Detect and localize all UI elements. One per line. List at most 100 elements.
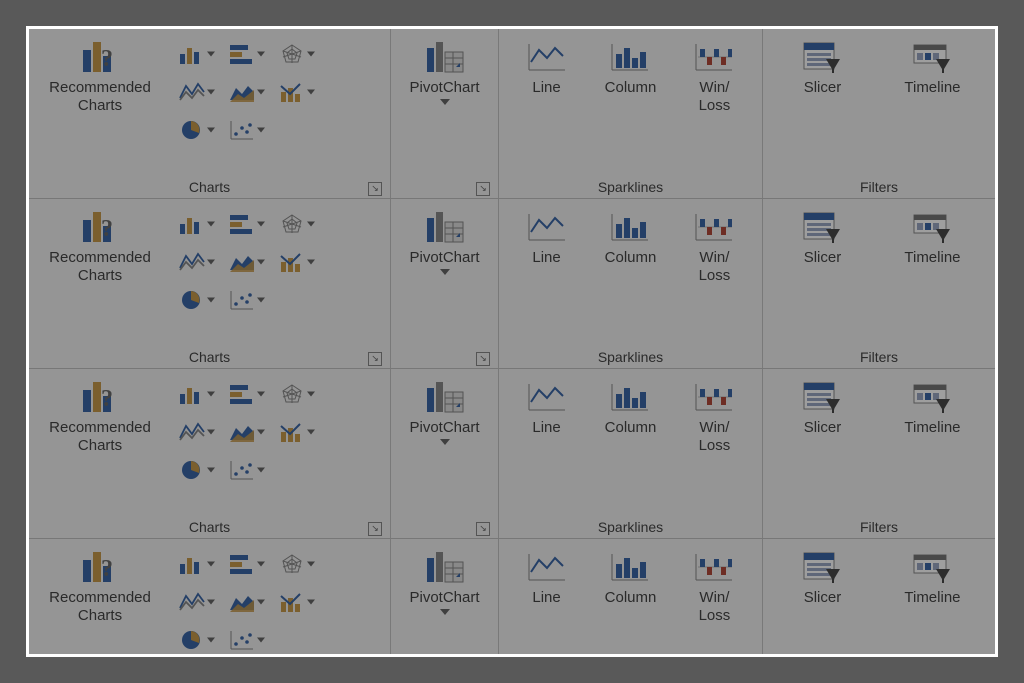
column-chart-button[interactable] <box>167 545 217 583</box>
slicer-label: Slicer <box>804 249 842 267</box>
column-chart-icon <box>178 212 206 236</box>
line-chart-button[interactable] <box>167 583 217 621</box>
chart-empty-cell <box>267 621 317 654</box>
sparkline-winloss-button[interactable]: Win/ Loss <box>683 35 745 117</box>
combo-chart-button[interactable] <box>267 73 317 111</box>
radar-chart-button[interactable] <box>267 375 317 413</box>
sparkline-column-button[interactable]: Column <box>599 35 663 99</box>
group-filters: Slicer T <box>763 29 995 198</box>
group-label-filters-text: Filters <box>860 519 898 535</box>
bar-chart-button[interactable] <box>217 375 267 413</box>
line-chart-button[interactable] <box>167 243 217 281</box>
pivotchart-button[interactable]: PivotChart <box>403 375 485 447</box>
line-chart-button[interactable] <box>167 413 217 451</box>
slicer-label: Slicer <box>804 589 842 607</box>
sparkline-winloss-icon <box>692 547 736 587</box>
sparkline-winloss-icon <box>692 377 736 417</box>
area-chart-button[interactable] <box>217 243 267 281</box>
group-sparklines: Line Col <box>499 539 763 654</box>
sparkline-winloss-button[interactable]: Win/ Loss <box>683 545 745 627</box>
charts-dialog-launcher[interactable]: ↘ <box>368 182 382 196</box>
combo-chart-icon <box>278 250 306 274</box>
timeline-button[interactable]: Timeline <box>898 205 966 269</box>
column-chart-icon <box>178 552 206 576</box>
recommended-charts-icon: ? <box>78 377 122 417</box>
timeline-label: Timeline <box>904 589 960 607</box>
sparkline-column-icon <box>608 37 652 77</box>
group-filters: Slicer T <box>763 369 995 538</box>
timeline-button[interactable]: Timeline <box>898 545 966 609</box>
sparkline-column-button[interactable]: Column <box>599 375 663 439</box>
pivotchart-dropdown-icon <box>440 609 450 615</box>
ribbon-rows: ? Recommended Charts <box>29 29 995 654</box>
timeline-button[interactable]: Timeline <box>898 35 966 99</box>
sparkline-line-button[interactable]: Line <box>516 375 578 439</box>
group-label-charts: Charts ↘ <box>35 516 384 538</box>
radar-chart-button[interactable] <box>267 545 317 583</box>
bar-chart-button[interactable] <box>217 205 267 243</box>
radar-chart-button[interactable] <box>267 205 317 243</box>
recommended-charts-button[interactable]: ? Recommended Charts <box>35 545 165 627</box>
slicer-button[interactable]: Slicer <box>791 205 853 269</box>
slicer-button[interactable]: Slicer <box>791 545 853 609</box>
slicer-button[interactable]: Slicer <box>791 35 853 99</box>
pie-chart-button[interactable] <box>167 621 217 654</box>
group-sparklines: Line Col <box>499 369 763 538</box>
recommended-charts-button[interactable]: ? Recommended Charts <box>35 375 165 457</box>
charts-dialog-launcher[interactable]: ↘ <box>368 352 382 366</box>
column-chart-button[interactable] <box>167 205 217 243</box>
radar-chart-button[interactable] <box>267 35 317 73</box>
combo-chart-button[interactable] <box>267 583 317 621</box>
group-label-filters: Filters <box>769 516 989 538</box>
slicer-button[interactable]: Slicer <box>791 375 853 439</box>
chart-empty-cell <box>267 281 317 319</box>
scatter-chart-button[interactable] <box>217 451 267 489</box>
timeline-button[interactable]: Timeline <box>898 375 966 439</box>
recommended-charts-button[interactable]: ? Recommended Charts <box>35 205 165 287</box>
sparkline-line-button[interactable]: Line <box>516 205 578 269</box>
group-filters: Slicer T <box>763 539 995 654</box>
pie-chart-button[interactable] <box>167 111 217 149</box>
sparkline-line-button[interactable]: Line <box>516 545 578 609</box>
pie-chart-button[interactable] <box>167 451 217 489</box>
pivotchart-button[interactable]: PivotChart <box>403 205 485 277</box>
pivotchart-button[interactable]: PivotChart <box>403 545 485 617</box>
pivotchart-button[interactable]: PivotChart <box>403 35 485 107</box>
column-chart-button[interactable] <box>167 375 217 413</box>
sparkline-line-label: Line <box>532 249 560 267</box>
sparkline-winloss-button[interactable]: Win/ Loss <box>683 375 745 457</box>
bar-chart-button[interactable] <box>217 545 267 583</box>
pivotchart-dialog-launcher[interactable]: ↘ <box>476 522 490 536</box>
recommended-charts-icon: ? <box>78 547 122 587</box>
sparkline-column-icon <box>608 207 652 247</box>
combo-chart-button[interactable] <box>267 413 317 451</box>
recommended-charts-button[interactable]: ? Recommended Charts <box>35 35 165 117</box>
bar-chart-button[interactable] <box>217 35 267 73</box>
pivotchart-dialog-launcher[interactable]: ↘ <box>476 352 490 366</box>
group-charts: ? Recommended Charts <box>29 369 391 538</box>
pivotchart-label: PivotChart <box>409 589 479 607</box>
area-chart-button[interactable] <box>217 73 267 111</box>
line-chart-button[interactable] <box>167 73 217 111</box>
pivotchart-dialog-launcher[interactable]: ↘ <box>476 182 490 196</box>
scatter-chart-button[interactable] <box>217 621 267 654</box>
scatter-chart-button[interactable] <box>217 281 267 319</box>
sparkline-winloss-button[interactable]: Win/ Loss <box>683 205 745 287</box>
combo-chart-button[interactable] <box>267 243 317 281</box>
area-chart-button[interactable] <box>217 583 267 621</box>
chart-type-grid <box>167 205 317 319</box>
sparkline-column-button[interactable]: Column <box>599 205 663 269</box>
area-chart-button[interactable] <box>217 413 267 451</box>
group-pivotchart: PivotChart ↘ <box>391 199 499 368</box>
group-label-charts: Charts ↘ <box>35 346 384 368</box>
sparkline-line-button[interactable]: Line <box>516 35 578 99</box>
recommended-charts-icon: ? <box>78 37 122 77</box>
group-label-pivotchart: ↘ <box>397 346 492 368</box>
column-chart-button[interactable] <box>167 35 217 73</box>
scatter-chart-button[interactable] <box>217 111 267 149</box>
chart-type-grid <box>167 545 317 654</box>
sparkline-column-button[interactable]: Column <box>599 545 663 609</box>
charts-dialog-launcher[interactable]: ↘ <box>368 522 382 536</box>
timeline-label: Timeline <box>904 79 960 97</box>
pie-chart-button[interactable] <box>167 281 217 319</box>
